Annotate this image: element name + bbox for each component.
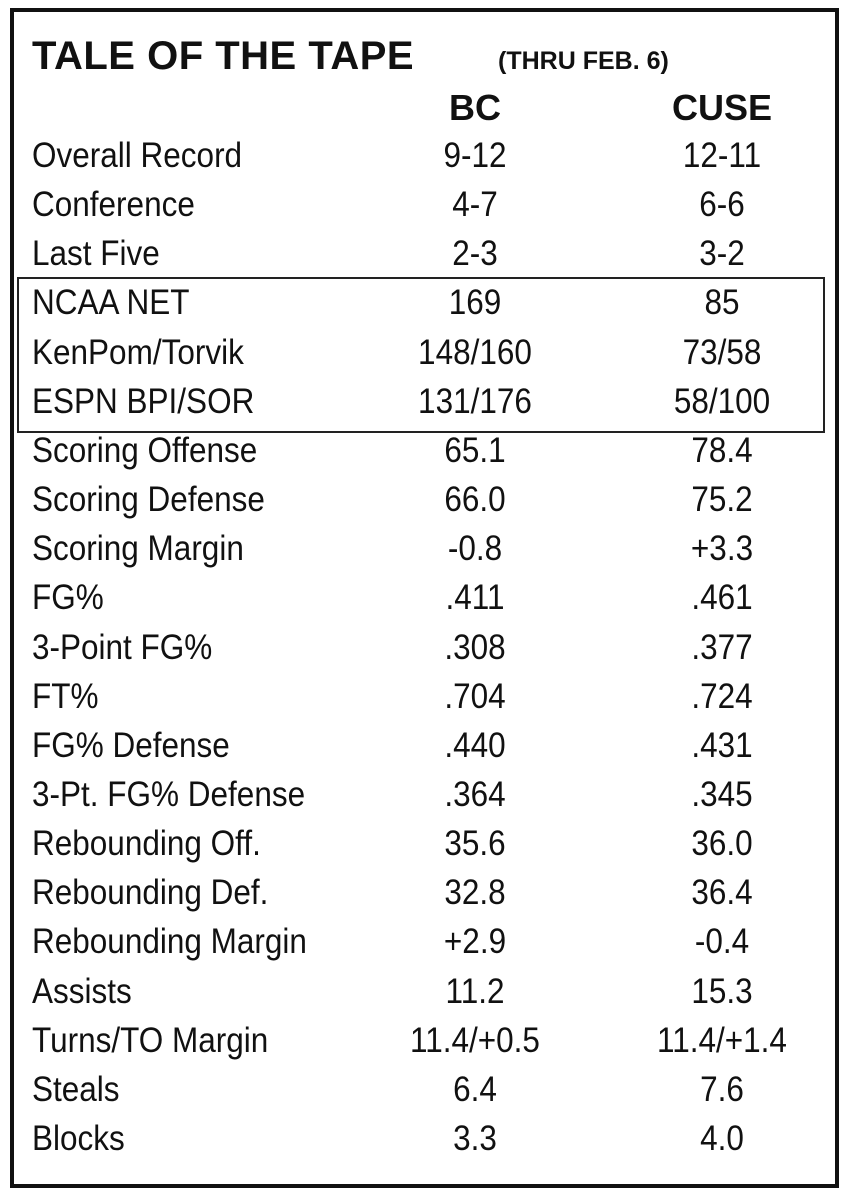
cell: 3.3 bbox=[453, 1119, 497, 1158]
row-label: Conference bbox=[32, 185, 195, 225]
cell: 78.4 bbox=[691, 430, 753, 470]
cell: 32.8 bbox=[444, 873, 506, 913]
cell: .364 bbox=[444, 774, 506, 814]
cell: 36.4 bbox=[691, 873, 753, 913]
row-label: Overall Record bbox=[32, 136, 243, 175]
cell: 9-12 bbox=[443, 136, 507, 175]
cell: 36.0 bbox=[691, 824, 753, 864]
cell: 65.1 bbox=[444, 430, 506, 470]
row-label: FG% bbox=[32, 578, 104, 618]
row-label: Last Five bbox=[32, 234, 160, 274]
cell: .377 bbox=[691, 627, 753, 667]
row-label: ESPN BPI/SOR bbox=[32, 381, 255, 421]
cell: .440 bbox=[444, 725, 506, 765]
cell: 11.4/+1.4 bbox=[657, 1020, 787, 1060]
cell: 15.3 bbox=[691, 971, 753, 1011]
cell: 75.2 bbox=[691, 480, 753, 520]
cell: -0.8 bbox=[447, 529, 503, 569]
frame bbox=[10, 8, 839, 1188]
row-label: Scoring Margin bbox=[32, 529, 244, 569]
row-label: 3-Pt. FG% Defense bbox=[32, 774, 306, 814]
cell: .461 bbox=[691, 578, 753, 618]
cell: 11.4/+0.5 bbox=[410, 1020, 540, 1060]
row-label: Blocks bbox=[32, 1119, 125, 1158]
cell: 148/160 bbox=[418, 332, 532, 372]
cell: .724 bbox=[691, 676, 753, 716]
subtitle: (THRU FEB. 6) bbox=[498, 47, 669, 75]
cell: .431 bbox=[691, 725, 753, 765]
cell: 6.4 bbox=[453, 1069, 497, 1109]
row-label: Scoring Defense bbox=[32, 480, 265, 520]
cell: 6-6 bbox=[699, 185, 745, 225]
cell: 3-2 bbox=[699, 234, 745, 274]
cell: +3.3 bbox=[690, 529, 754, 569]
cell: .345 bbox=[691, 774, 753, 814]
cell: .411 bbox=[445, 578, 505, 618]
cell: 169 bbox=[448, 283, 502, 323]
row-label: Assists bbox=[32, 971, 132, 1011]
row-label: Scoring Offense bbox=[32, 430, 258, 470]
cell: 2-3 bbox=[452, 234, 498, 274]
row-label: NCAA NET bbox=[32, 283, 190, 323]
cell: 85 bbox=[704, 283, 740, 323]
title: TALE OF THE TAPE bbox=[32, 34, 415, 78]
row-label: Turns/TO Margin bbox=[32, 1020, 269, 1060]
cell: 11.2 bbox=[445, 971, 505, 1011]
row-label: KenPom/Torvik bbox=[32, 332, 244, 372]
cell: 7.6 bbox=[700, 1069, 744, 1109]
cell: 58/100 bbox=[673, 381, 771, 421]
cell: .308 bbox=[444, 627, 506, 667]
cell: 12-11 bbox=[682, 136, 762, 175]
ranking-box bbox=[17, 277, 825, 433]
cell: 4.0 bbox=[700, 1119, 744, 1158]
row-label: FT% bbox=[32, 676, 99, 716]
row-label: 3-Point FG% bbox=[32, 627, 213, 667]
column-header: CUSE bbox=[671, 87, 773, 128]
column-header: BC bbox=[449, 87, 501, 128]
cell: .704 bbox=[444, 676, 506, 716]
row-label: Steals bbox=[32, 1069, 120, 1109]
row-label: FG% Defense bbox=[32, 725, 230, 765]
cell: 4-7 bbox=[452, 185, 498, 225]
row-label: Rebounding Margin bbox=[32, 922, 307, 962]
cell: 35.6 bbox=[444, 824, 506, 864]
row-label: Rebounding Off. bbox=[32, 824, 261, 864]
cell: -0.4 bbox=[694, 922, 750, 962]
row-label: Rebounding Def. bbox=[32, 873, 269, 913]
cell: 66.0 bbox=[444, 480, 506, 520]
cell: 131/176 bbox=[418, 381, 532, 421]
cell: 73/58 bbox=[682, 332, 762, 372]
cell: +2.9 bbox=[443, 922, 507, 962]
